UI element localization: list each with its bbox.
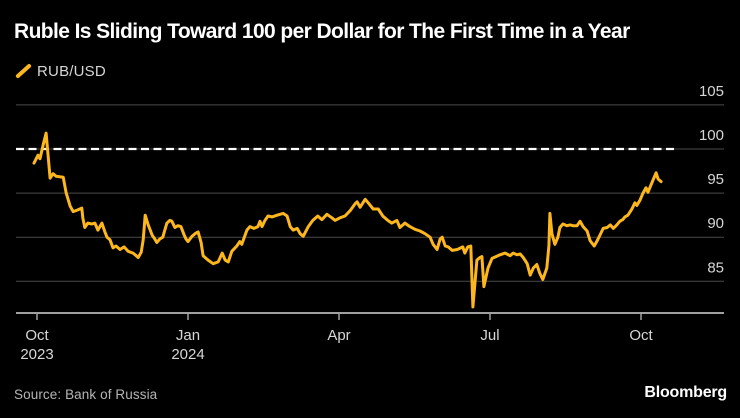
x-axis-label-jul: Jul <box>480 327 499 344</box>
y-axis-label-90: 90 <box>707 215 724 232</box>
y-axis-label-95: 95 <box>707 171 724 188</box>
x-axis-label-oct: Oct <box>629 327 653 344</box>
x-axis-label-oct: Oct <box>25 327 49 344</box>
x-axis-label-jan: Jan <box>176 327 200 344</box>
legend-series-label: RUB/USD <box>37 62 106 80</box>
x-axis-label-apr: Apr <box>327 327 350 344</box>
y-axis-label-105: 105 <box>699 83 724 100</box>
legend: RUB/USD <box>14 61 106 81</box>
x-axis-sublabel-2024: 2024 <box>171 346 204 363</box>
bloomberg-logo: Bloomberg <box>644 384 727 401</box>
legend-line-marker-icon <box>15 63 32 79</box>
page-title: Ruble Is Sliding Toward 100 per Dollar f… <box>14 20 630 43</box>
y-axis-label-85: 85 <box>707 259 724 276</box>
y-axis-label-100: 100 <box>699 127 724 144</box>
series-line-rub-usd <box>32 131 663 309</box>
x-axis-sublabel-2023: 2023 <box>20 346 53 363</box>
source-note: Source: Bank of Russia <box>14 387 158 402</box>
